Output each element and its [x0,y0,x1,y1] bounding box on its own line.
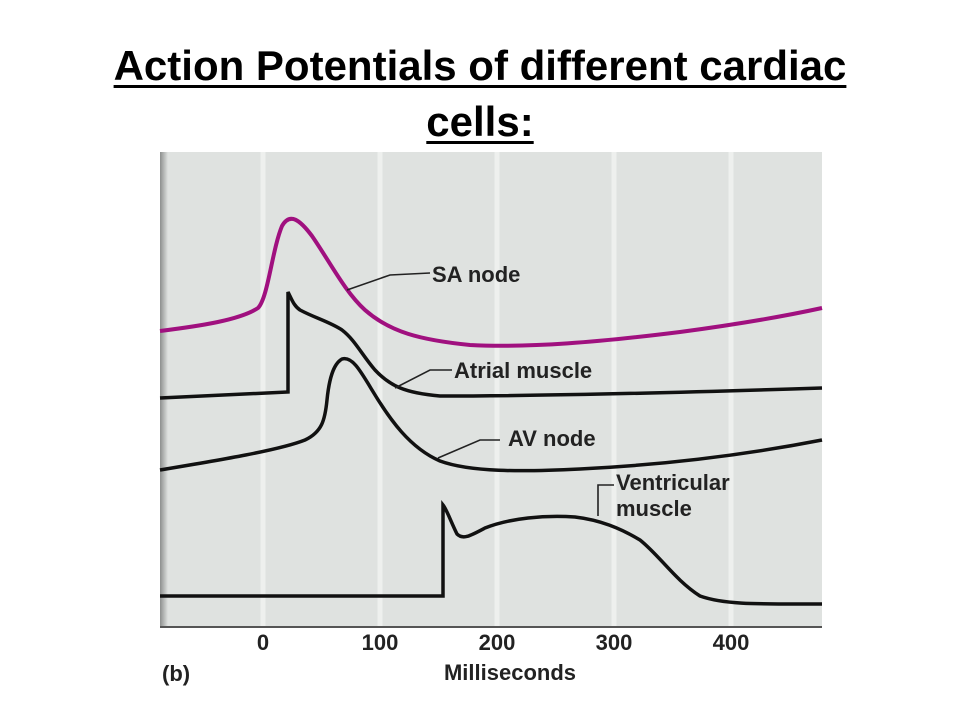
sa-node-label: SA node [432,262,520,287]
atrial-muscle-label: Atrial muscle [454,358,592,383]
leader-lines [346,272,614,516]
panel-left-edge [160,152,168,627]
title-line-2: cells: [426,98,534,145]
plot-panel [160,152,822,627]
ventricular-label-line-1: Ventricular [616,470,730,495]
ventricular-muscle-trace [160,500,823,606]
av-node-label: AV node [508,426,596,451]
tick-400: 400 [713,630,750,655]
av-node-trace [159,356,823,473]
sa-node-trace [159,216,823,348]
tick-100: 100 [362,630,399,655]
panel-label: (b) [162,661,190,686]
x-tick-labels: 0 100 200 300 400 [257,630,749,655]
atrial-muscle-trace [159,291,823,400]
tick-300: 300 [596,630,633,655]
ventricular-label-line-2: muscle [616,496,692,521]
tick-0: 0 [257,630,269,655]
slide-title: Action Potentials of different cardiac c… [0,38,960,150]
tick-200: 200 [479,630,516,655]
title-line-1: Action Potentials of different cardiac [113,42,847,89]
x-axis-label: Milliseconds [444,660,576,685]
